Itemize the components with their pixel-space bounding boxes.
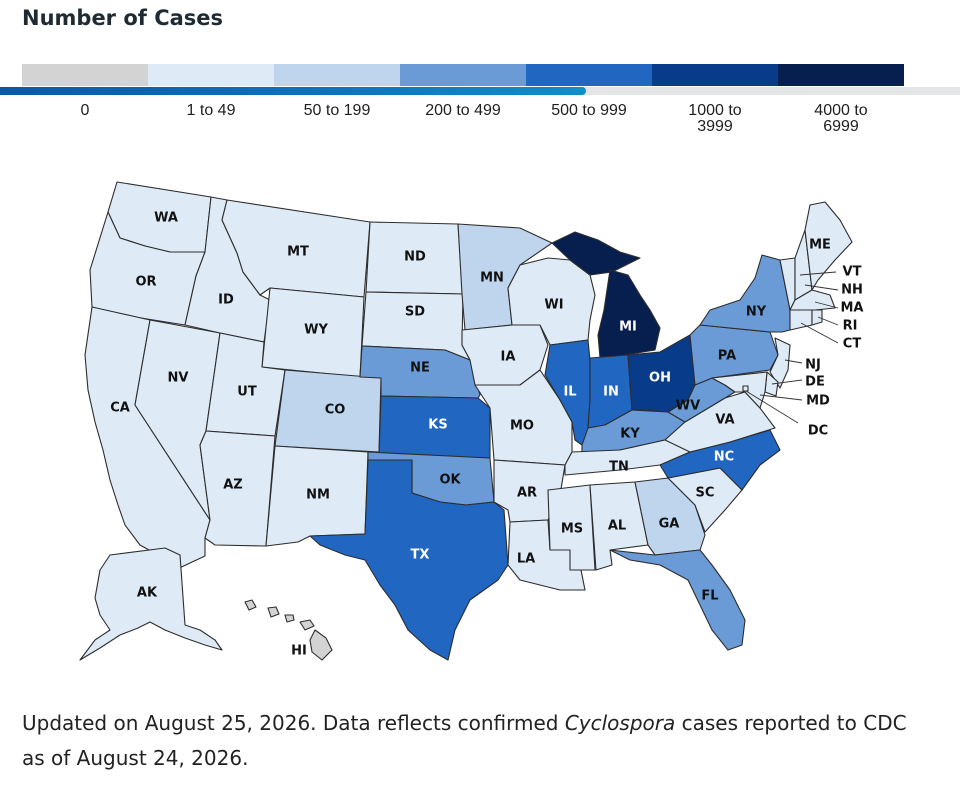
legend-labels: 0 1 to 49 50 to 199 200 to 499 500 to 999 100… xyxy=(22,103,904,135)
state-label-MN: MN xyxy=(480,271,504,286)
footnote-italic: Cyclospora xyxy=(564,711,676,735)
state-label-MI: MI xyxy=(619,320,637,335)
legend-label-0: 0 xyxy=(80,102,90,119)
legend-swatch-6 xyxy=(778,64,904,86)
state-FL[interactable] xyxy=(609,549,746,651)
state-label-NV: NV xyxy=(168,371,189,386)
state-label-MS: MS xyxy=(561,522,583,537)
state-label-VT: VT xyxy=(843,265,862,280)
legend-swatch-4 xyxy=(526,64,652,86)
state-label-TX: TX xyxy=(411,548,430,563)
state-label-MD: MD xyxy=(806,394,830,409)
state-label-CA: CA xyxy=(110,401,130,416)
state-RI[interactable] xyxy=(811,309,823,326)
state-label-CT: CT xyxy=(843,337,862,352)
state-MT[interactable] xyxy=(221,199,371,298)
state-label-NJ: NJ xyxy=(805,358,821,373)
state-label-AK: AK xyxy=(137,586,158,601)
state-MO[interactable] xyxy=(474,369,573,466)
state-KS[interactable] xyxy=(378,395,491,459)
progress-track xyxy=(0,87,960,95)
state-label-ME: ME xyxy=(809,238,831,253)
map-title: Number of Cases xyxy=(22,6,224,30)
leader-lines xyxy=(745,271,839,424)
legend-swatch-2 xyxy=(274,64,400,86)
us-choropleth-map: WA OR CA NV ID MT WY UT AZ CO NM ND SD NE KS OK TX MN IA MO… xyxy=(79,181,864,661)
legend-swatch-5 xyxy=(652,64,778,86)
state-label-WV: WV xyxy=(676,399,700,414)
state-labels: WA OR CA NV ID MT WY UT AZ CO NM ND SD NE KS OK TX MN IA MO… xyxy=(110,211,863,659)
state-label-AR: AR xyxy=(517,486,537,501)
state-label-KY: KY xyxy=(620,427,640,442)
state-label-UT: UT xyxy=(237,385,257,400)
footnote-part1: Updated on August 25, 2026. Data reflect… xyxy=(22,711,565,735)
state-MI[interactable] xyxy=(551,231,661,359)
state-AZ[interactable] xyxy=(199,430,276,547)
state-label-ID: ID xyxy=(218,293,234,308)
state-label-RI: RI xyxy=(843,319,858,334)
legend-label-6: 4000 to 6999 xyxy=(814,102,868,135)
legend-label-1: 1 to 49 xyxy=(186,102,236,119)
state-TX[interactable] xyxy=(309,459,509,661)
state-label-LA: LA xyxy=(517,552,535,567)
legend-label-3: 200 to 499 xyxy=(425,102,501,119)
state-label-WA: WA xyxy=(154,211,178,226)
state-label-MO: MO xyxy=(510,419,534,434)
state-label-IA: IA xyxy=(501,350,516,365)
state-label-GA: GA xyxy=(659,517,680,532)
state-label-SC: SC xyxy=(696,486,715,501)
state-label-MA: MA xyxy=(841,301,864,316)
legend-label-2: 50 to 199 xyxy=(303,102,371,119)
state-AK[interactable] xyxy=(79,547,223,661)
footnote-part2: cases reported to CDC as of August 24, 2… xyxy=(22,711,907,770)
state-label-WY: WY xyxy=(304,323,328,338)
state-label-FL: FL xyxy=(701,589,718,604)
state-label-ND: ND xyxy=(404,250,426,265)
legend-label-5: 1000 to 3999 xyxy=(688,102,742,135)
legend-label-4: 500 to 999 xyxy=(551,102,627,119)
state-label-AZ: AZ xyxy=(223,478,243,493)
progress-fill xyxy=(0,87,586,95)
state-WI[interactable] xyxy=(507,257,596,346)
state-label-OK: OK xyxy=(439,473,461,488)
footnote: Updated on August 25, 2026. Data reflect… xyxy=(22,706,922,776)
state-HI[interactable] xyxy=(244,599,333,661)
state-label-OH: OH xyxy=(649,371,671,386)
legend-swatch-1 xyxy=(148,64,274,86)
state-label-NE: NE xyxy=(410,361,430,376)
state-label-IN: IN xyxy=(603,385,619,400)
state-label-NC: NC xyxy=(714,450,734,465)
state-label-IL: IL xyxy=(563,385,576,400)
state-label-KS: KS xyxy=(428,418,447,433)
legend-color-bar xyxy=(22,64,904,86)
legend-swatch-3 xyxy=(400,64,526,86)
state-label-HI: HI xyxy=(291,644,307,659)
state-label-CO: CO xyxy=(325,403,346,418)
state-MD[interactable] xyxy=(711,371,768,409)
state-label-TN: TN xyxy=(609,460,629,475)
state-label-WI: WI xyxy=(544,298,563,313)
state-NJ[interactable] xyxy=(769,337,791,389)
state-label-NH: NH xyxy=(841,283,863,298)
legend-swatch-0 xyxy=(22,64,148,86)
state-label-DC: DC xyxy=(808,424,828,439)
state-DC[interactable] xyxy=(742,385,749,392)
state-label-PA: PA xyxy=(718,349,736,364)
state-label-NM: NM xyxy=(306,488,330,503)
state-label-SD: SD xyxy=(405,305,425,320)
state-label-DE: DE xyxy=(805,375,825,390)
state-label-MT: MT xyxy=(287,245,309,260)
state-NY[interactable] xyxy=(699,254,791,333)
state-label-OR: OR xyxy=(135,275,156,290)
state-label-AL: AL xyxy=(608,519,626,534)
state-label-NY: NY xyxy=(746,305,767,320)
state-label-VA: VA xyxy=(715,413,734,428)
